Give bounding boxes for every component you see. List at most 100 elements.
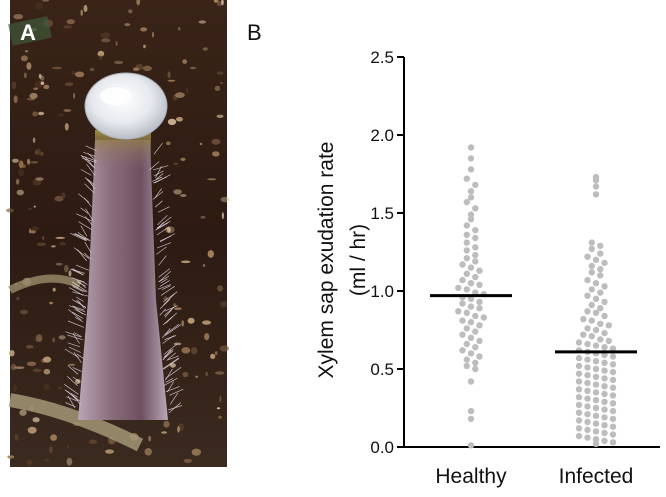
- soil-speck: [43, 84, 50, 90]
- data-point: [467, 264, 475, 271]
- soil-speck: [210, 353, 216, 359]
- stem-hair: [156, 246, 167, 255]
- data-point: [476, 281, 483, 288]
- data-point: [592, 295, 600, 302]
- stem-hair: [157, 215, 168, 226]
- soil-speck: [75, 379, 81, 384]
- stem-hair: [159, 308, 166, 316]
- data-point: [459, 276, 466, 284]
- soil-speck: [88, 439, 98, 444]
- soil-speck: [142, 65, 152, 71]
- soil-speck: [218, 415, 223, 419]
- stem-hair: [76, 249, 88, 262]
- soil-speck: [167, 118, 177, 126]
- soil-speck: [58, 335, 66, 340]
- data-point: [463, 175, 470, 182]
- data-point: [467, 378, 475, 385]
- stem-hair: [164, 308, 173, 318]
- soil-speck: [35, 334, 43, 342]
- soil-speck: [66, 19, 75, 25]
- stem-hair: [80, 155, 97, 162]
- soil-speck: [152, 32, 154, 38]
- soil-speck: [16, 296, 20, 301]
- panel-label-a: A: [20, 20, 36, 45]
- data-point: [592, 436, 600, 443]
- soil-speck: [177, 426, 180, 433]
- soil-speck: [115, 41, 118, 46]
- soil-speck: [219, 345, 229, 352]
- soil-speck: [173, 189, 182, 195]
- data-point: [476, 353, 483, 360]
- soil-speck: [20, 309, 28, 315]
- stem-hair: [74, 233, 89, 241]
- stem-hair: [163, 343, 178, 355]
- soil-speck: [32, 137, 36, 143]
- stem-hair: [160, 278, 168, 284]
- soil-speck: [207, 178, 217, 181]
- data-point: [609, 368, 617, 376]
- soil-speck: [20, 55, 28, 62]
- soil-speck: [31, 226, 39, 232]
- soil-speck: [212, 151, 220, 157]
- data-point: [601, 329, 608, 337]
- soil-speck: [40, 151, 44, 156]
- soil-speck: [43, 383, 51, 390]
- data-point: [588, 269, 595, 276]
- soil-speck: [136, 0, 141, 6]
- data-point: [467, 319, 475, 326]
- soil-speck: [32, 417, 40, 423]
- soil-speck: [32, 111, 38, 117]
- data-point: [601, 283, 608, 290]
- data-point: [592, 173, 600, 181]
- stem-hair: [75, 317, 84, 323]
- data-point: [609, 423, 617, 430]
- data-point: [463, 309, 470, 316]
- stem: [78, 140, 168, 420]
- data-point: [584, 395, 591, 402]
- stem-hair: [66, 396, 77, 402]
- data-point: [601, 259, 608, 267]
- data-point: [601, 390, 608, 398]
- stem-hair: [71, 281, 88, 292]
- soil-speck: [183, 458, 192, 463]
- soil-speck: [199, 142, 203, 146]
- data-point: [472, 359, 479, 366]
- data-point: [575, 339, 583, 346]
- stem-hair: [149, 161, 160, 171]
- soil-speck: [190, 66, 196, 70]
- data-point: [463, 286, 470, 293]
- soil-speck: [114, 60, 124, 65]
- data-point: [601, 312, 608, 320]
- stem-hair: [66, 376, 78, 386]
- soil-speck: [182, 371, 189, 378]
- stem-hair: [160, 285, 175, 296]
- stem-hair: [164, 305, 178, 312]
- soil-speck: [63, 25, 72, 29]
- root-bottom: [8, 393, 144, 452]
- soil-speck: [165, 141, 171, 146]
- stem-hair: [158, 270, 172, 283]
- data-point: [463, 198, 470, 206]
- data-point: [592, 397, 600, 404]
- data-point: [459, 347, 466, 354]
- data-point: [592, 404, 600, 412]
- stem-hair: [84, 241, 92, 253]
- data-point: [463, 231, 470, 238]
- soil-speck: [105, 449, 114, 454]
- data-point: [467, 334, 475, 341]
- soil-speck: [195, 375, 199, 378]
- data-point: [584, 403, 591, 410]
- soil-speck: [44, 458, 50, 462]
- data-point: [463, 362, 470, 370]
- stem-hair: [79, 279, 88, 285]
- data-point: [476, 337, 483, 345]
- soil-speck: [180, 260, 191, 264]
- soil-speck: [25, 345, 34, 349]
- soil-speck: [55, 262, 63, 266]
- data-point: [455, 284, 462, 292]
- y-tick-label: 1.5: [370, 204, 394, 223]
- data-point: [592, 358, 600, 365]
- soil-speck: [190, 347, 198, 355]
- data-point: [463, 247, 470, 254]
